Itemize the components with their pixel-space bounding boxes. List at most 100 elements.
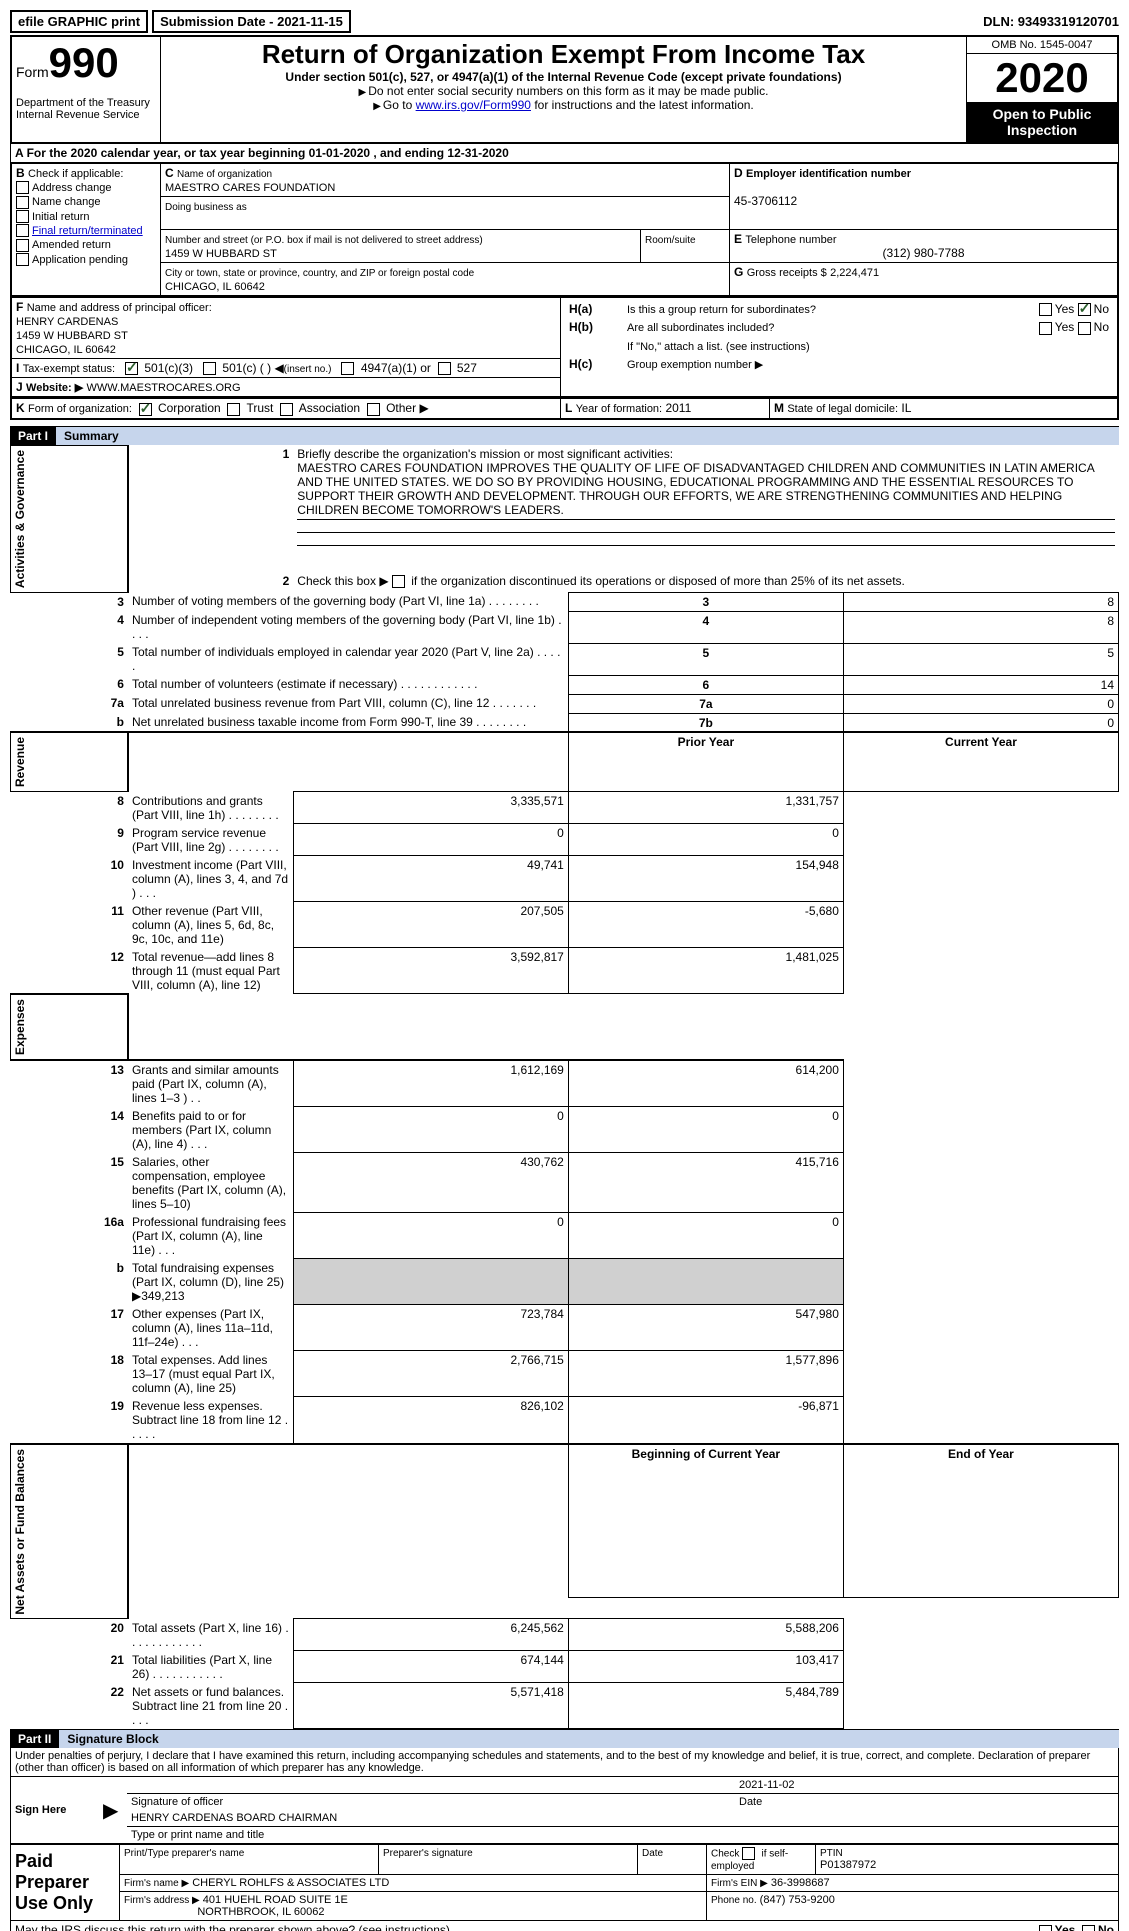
cb-initial-return[interactable] xyxy=(16,210,29,223)
form-prefix: Form xyxy=(16,64,49,80)
cb-501c[interactable] xyxy=(203,362,216,375)
f-letter: F xyxy=(16,300,23,314)
omb-number: OMB No. 1545-0047 xyxy=(967,37,1117,54)
table-row: 15 Salaries, other compensation, employe… xyxy=(11,1153,1119,1213)
sig-officer-label: Signature of officer xyxy=(127,1794,735,1811)
city-value: CHICAGO, IL 60642 xyxy=(165,281,265,293)
cb-corp[interactable] xyxy=(139,403,152,416)
cb-501c3[interactable] xyxy=(125,362,138,375)
cb-address-change[interactable] xyxy=(16,181,29,194)
k-letter: K xyxy=(16,401,25,415)
vlabel-rev: Revenue xyxy=(11,733,29,791)
officer-addr2: CHICAGO, IL 60642 xyxy=(16,344,116,356)
instr2-post: for instructions and the latest informat… xyxy=(531,98,754,112)
table-row: 16a Professional fundraising fees (Part … xyxy=(11,1213,1119,1259)
opt-final[interactable]: Final return/terminated xyxy=(32,225,143,237)
cb-527[interactable] xyxy=(438,362,451,375)
form-title: Return of Organization Exempt From Incom… xyxy=(165,39,962,70)
form-header-table: Form990 Department of the Treasury Inter… xyxy=(10,35,1119,144)
cb-self-employed[interactable] xyxy=(742,1847,755,1860)
firm-phone-label: Phone no. xyxy=(711,1895,757,1906)
cb-other[interactable] xyxy=(367,403,380,416)
cb-discuss-no[interactable] xyxy=(1082,1925,1095,1931)
part2-label: Part II xyxy=(10,1730,59,1748)
phone-value: (312) 980-7788 xyxy=(734,246,1113,260)
cb-application[interactable] xyxy=(16,253,29,266)
table-row: 9 Program service revenue (Part VIII, li… xyxy=(11,824,1119,856)
current-year-header: Current Year xyxy=(843,732,1118,792)
penalties-text: Under penalties of perjury, I declare th… xyxy=(10,1748,1119,1777)
g-letter: G xyxy=(734,265,743,279)
c-letter: C xyxy=(165,166,174,180)
instruction-1: Do not enter social security numbers on … xyxy=(165,84,962,98)
firm-addr-label: Firm's address ▶ xyxy=(124,1895,200,1906)
opt-initial: Initial return xyxy=(32,211,89,223)
table-row: 10 Investment income (Part VIII, column … xyxy=(11,856,1119,902)
k-label: Form of organization: xyxy=(28,403,132,415)
sig-date-label: Date xyxy=(735,1794,1119,1811)
opt-assoc: Association xyxy=(299,401,360,415)
d-letter: D xyxy=(734,166,743,180)
ptin-label: PTIN xyxy=(820,1848,843,1859)
cb-final-return[interactable] xyxy=(16,224,29,237)
f-label: Name and address of principal officer: xyxy=(27,302,212,314)
m-letter: M xyxy=(774,401,784,415)
i-letter: I xyxy=(16,361,19,375)
top-bar: efile GRAPHIC print Submission Date - 20… xyxy=(10,10,1119,33)
table-row: b Total fundraising expenses (Part IX, c… xyxy=(11,1259,1119,1305)
cb-amended[interactable] xyxy=(16,239,29,252)
mission-label: Briefly describe the organization's miss… xyxy=(297,447,673,461)
cb-discuss-yes[interactable] xyxy=(1039,1925,1052,1931)
prep-name-label: Print/Type preparer's name xyxy=(124,1848,244,1859)
street-value: 1459 W HUBBARD ST xyxy=(165,248,277,260)
j-label: Website: ▶ xyxy=(26,382,83,394)
opt-501c: 501(c) ( ) xyxy=(222,361,271,375)
identity-table: B Check if applicable: Address change Na… xyxy=(10,163,1119,297)
cb-ha-yes[interactable] xyxy=(1039,303,1052,316)
sig-date-value: 2021-11-02 xyxy=(735,1777,1119,1794)
i-label: Tax-exempt status: xyxy=(23,363,115,375)
cb-hb-yes[interactable] xyxy=(1039,322,1052,335)
cb-4947[interactable] xyxy=(341,362,354,375)
part1-header-row: Part I Summary xyxy=(10,426,1119,445)
hb-yes: Yes xyxy=(1055,320,1075,334)
sig-arrow-icon: ▶ xyxy=(103,1800,118,1822)
irs-link[interactable]: www.irs.gov/Form990 xyxy=(416,98,531,112)
table-row: b Net unrelated business taxable income … xyxy=(11,713,1119,732)
submission-date-button[interactable]: Submission Date - 2021-11-15 xyxy=(152,10,351,33)
firm-addr2: NORTHBROOK, IL 60062 xyxy=(197,1906,324,1918)
state-domicile: IL xyxy=(901,401,911,415)
cb-name-change[interactable] xyxy=(16,196,29,209)
cb-hb-no[interactable] xyxy=(1078,322,1091,335)
officer-name: HENRY CARDENAS xyxy=(16,316,118,328)
table-row: 7a Total unrelated business revenue from… xyxy=(11,694,1119,713)
opt-app: Application pending xyxy=(32,254,128,266)
hc-label: Group exemption number ▶ xyxy=(627,359,763,371)
cb-assoc[interactable] xyxy=(280,403,293,416)
line2b-text: if the organization discontinued its ope… xyxy=(411,574,905,588)
l-label: Year of formation: xyxy=(576,403,662,415)
line-a: A For the 2020 calendar year, or tax yea… xyxy=(10,144,1119,163)
j-letter: J xyxy=(16,380,23,394)
cb-ha-no[interactable] xyxy=(1078,303,1091,316)
table-row: 13 Grants and similar amounts paid (Part… xyxy=(11,1060,1119,1107)
table-row: 21 Total liabilities (Part X, line 26) .… xyxy=(11,1651,1119,1683)
table-row: 5 Total number of individuals employed i… xyxy=(11,643,1119,675)
firm-ein-label: Firm's EIN ▶ xyxy=(711,1878,768,1889)
table-row: 14 Benefits paid to or for members (Part… xyxy=(11,1107,1119,1153)
hb-letter: H(b) xyxy=(569,320,593,334)
efile-button[interactable]: efile GRAPHIC print xyxy=(10,10,148,33)
cb-discontinued[interactable] xyxy=(392,575,405,588)
sign-here: Sign Here xyxy=(11,1777,100,1844)
g-label: Gross receipts $ xyxy=(747,267,827,279)
opt-4947: 4947(a)(1) or xyxy=(361,361,431,375)
city-label: City or town, state or province, country… xyxy=(165,268,474,279)
opt-501c3: 501(c)(3) xyxy=(144,361,193,375)
instruction-2: Go to www.irs.gov/Form990 for instructio… xyxy=(165,98,962,112)
cb-trust[interactable] xyxy=(227,403,240,416)
instr2-pre: Go to xyxy=(383,98,416,112)
ha-label: Is this a group return for subordinates? xyxy=(627,304,816,316)
signature-table: Sign Here ▶ 2021-11-02 Signature of offi… xyxy=(10,1777,1119,1844)
hb-label: Are all subordinates included? xyxy=(627,322,774,334)
opt-name: Name change xyxy=(32,196,101,208)
